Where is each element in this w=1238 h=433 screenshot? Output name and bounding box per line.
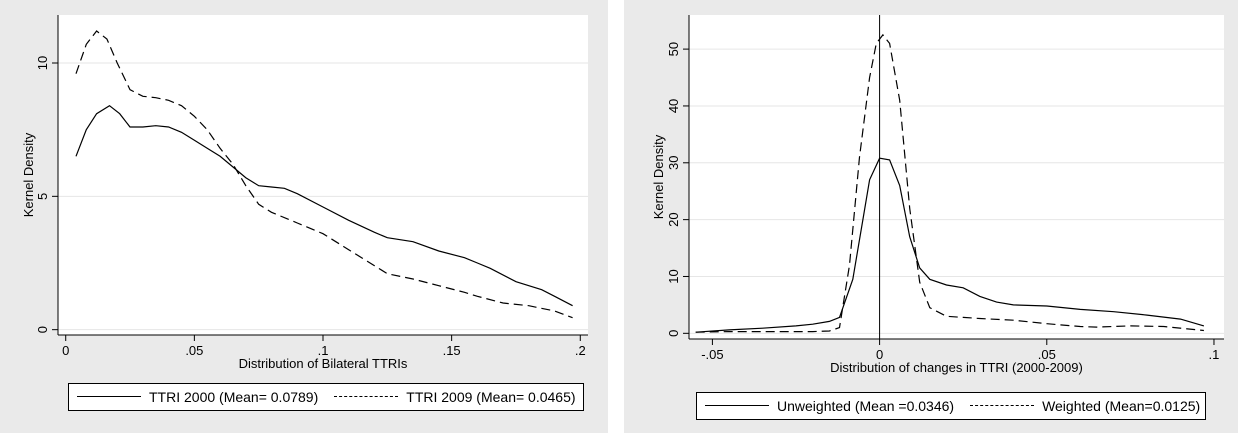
y-tick-label: 40 xyxy=(666,99,681,113)
x-tick-label: .1 xyxy=(1209,347,1220,362)
x-tick-label: .1 xyxy=(318,343,329,358)
legend-item: TTRI 2009 (Mean= 0.0465) xyxy=(334,389,576,405)
y-tick-label: 0 xyxy=(666,330,681,337)
series-solid-line xyxy=(75,104,573,307)
y-tick-label: 0 xyxy=(35,326,50,333)
y-tick-label: 5 xyxy=(35,193,50,200)
left-kernel-density-chart: 0 5 10 0 .05 .1 .15 .2 Distribution of Bilateral… xyxy=(21,15,588,371)
y-tick-label: 30 xyxy=(666,156,681,170)
x-axis-label: Distribution of changes in TTRI (2000-20… xyxy=(830,360,1083,375)
x-tick-label: .05 xyxy=(185,343,203,358)
plot-area xyxy=(58,15,588,335)
series-dashed-line xyxy=(695,33,1204,333)
legend-label: TTRI 2009 (Mean= 0.0465) xyxy=(406,389,576,405)
legend-item: Weighted (Mean=0.0125) xyxy=(970,398,1200,414)
x-tick-label: .2 xyxy=(575,343,586,358)
left-legend: TTRI 2000 (Mean= 0.0789) TTRI 2009 (Mean… xyxy=(68,383,584,411)
x-tick-label: .15 xyxy=(443,343,461,358)
series-solid-line xyxy=(695,157,1205,333)
x-tick-label: .05 xyxy=(1038,347,1056,362)
legend-label: TTRI 2000 (Mean= 0.0789) xyxy=(149,389,319,405)
y-tick-label: 20 xyxy=(666,212,681,226)
right-kernel-density-chart: 0 10 20 30 40 50 -.05 0 .05 .1 Distribution of cha… xyxy=(651,15,1224,375)
x-tick-label: -.05 xyxy=(701,347,723,362)
x-axis-label: Distribution of Bilateral TTRIs xyxy=(239,356,408,371)
y-tick-label: 10 xyxy=(35,56,50,70)
y-axis-label: Kernel Density xyxy=(21,132,36,217)
legend-item: TTRI 2000 (Mean= 0.0789) xyxy=(77,389,318,405)
plot-area xyxy=(689,15,1224,339)
right-legend: Unweighted (Mean =0.0346) Weighted (Mean… xyxy=(696,392,1206,420)
legend-dashed-line-icon xyxy=(334,395,399,399)
legend-label: Unweighted (Mean =0.0346) xyxy=(777,398,955,414)
y-tick-label: 50 xyxy=(666,42,681,56)
series-dashed-line xyxy=(75,30,573,319)
legend-dashed-line-icon xyxy=(970,404,1035,408)
right-chart-panel: 0 10 20 30 40 50 -.05 0 .05 .1 Distribution of cha… xyxy=(624,0,1238,433)
left-chart-panel: 0 5 10 0 .05 .1 .15 .2 Distribution of Bilateral… xyxy=(0,0,608,433)
legend-solid-line-icon xyxy=(705,404,769,408)
x-tick-label: 0 xyxy=(876,347,883,362)
legend-label: Weighted (Mean=0.0125) xyxy=(1042,398,1201,414)
y-axis-label: Kernel Density xyxy=(651,134,666,219)
y-tick-label: 10 xyxy=(666,269,681,283)
legend-item: Unweighted (Mean =0.0346) xyxy=(705,398,954,414)
legend-solid-line-icon xyxy=(77,395,141,399)
x-tick-label: 0 xyxy=(62,343,69,358)
